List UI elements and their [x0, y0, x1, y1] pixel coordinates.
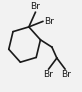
Text: Br: Br — [43, 70, 53, 79]
Text: Br: Br — [61, 70, 71, 79]
Text: Br: Br — [44, 17, 54, 26]
Text: Br: Br — [31, 2, 40, 11]
